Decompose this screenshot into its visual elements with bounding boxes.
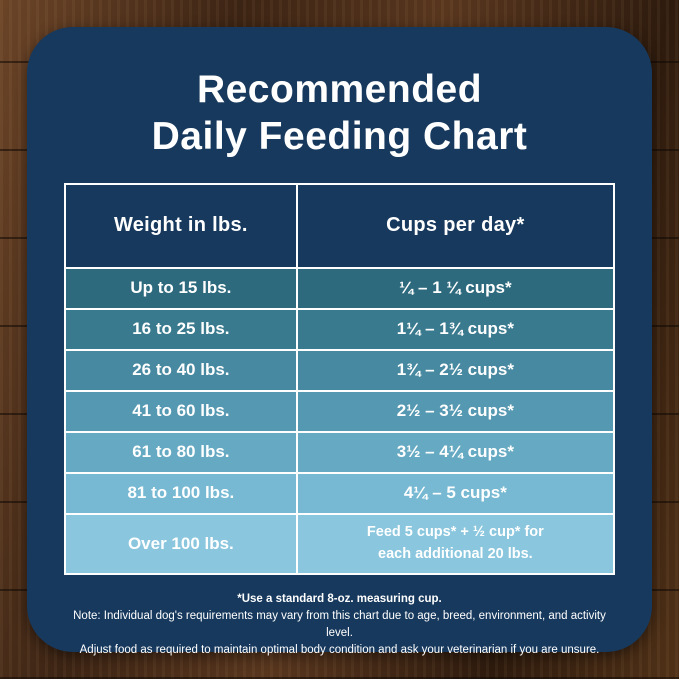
weight-cell: 41 to 60 lbs. — [132, 401, 230, 421]
footnotes: *Use a standard 8-oz. measuring cup. Not… — [64, 591, 615, 660]
table-row: 41 to 60 lbs. 2½ – 3½ cups* — [66, 389, 613, 431]
title-line-2: Daily Feeding Chart — [151, 114, 528, 158]
table-row: 16 to 25 lbs. 1¼ – 1¾ cups* — [66, 307, 613, 349]
cups-cell: Feed 5 cups* + ½ cup* for each additiona… — [295, 514, 613, 573]
table-row: 81 to 100 lbs. 4¼ – 5 cups* — [66, 471, 613, 513]
weight-cell: 61 to 80 lbs. — [132, 442, 230, 462]
cups-cell: ¼ – 1 ¼ cups* — [295, 268, 613, 308]
title-line-1: Recommended — [196, 68, 483, 111]
footnote-measuring-cup: *Use a standard 8-oz. measuring cup. — [237, 592, 442, 605]
cups-cell: 3½ – 4¼ cups* — [295, 432, 613, 472]
weight-cell: Over 100 lbs. — [127, 533, 234, 553]
table-row: 61 to 80 lbs. 3½ – 4¼ cups* — [66, 430, 613, 472]
weight-cell: 81 to 100 lbs. — [127, 483, 235, 503]
feeding-chart-card: Recommended Daily Feeding Chart Weight i… — [27, 27, 652, 656]
feeding-table: Weight in lbs. Cups per day* Up to 15 lb… — [64, 182, 615, 575]
page-title: Recommended Daily Feeding Chart — [64, 67, 615, 161]
weight-cell: 26 to 40 lbs. — [132, 360, 230, 380]
table-row: Up to 15 lbs. ¼ – 1 ¼ cups* — [66, 266, 613, 308]
header-weight: Weight in lbs. — [113, 214, 248, 237]
weight-cell: 16 to 25 lbs. — [132, 319, 230, 339]
weight-cell: Up to 15 lbs. — [130, 278, 232, 298]
table-header-row: Weight in lbs. Cups per day* — [66, 184, 613, 267]
cups-cell: 2½ – 3½ cups* — [295, 391, 613, 431]
cups-cell: 1¾ – 2½ cups* — [295, 350, 613, 390]
footnote-adjust: Adjust food as required to maintain opti… — [79, 644, 600, 657]
table-row: Over 100 lbs. Feed 5 cups* + ½ cup* for … — [66, 512, 613, 573]
header-cups: Cups per day* — [295, 184, 613, 267]
cups-cell-line-2: each additional 20 lbs. — [378, 545, 533, 562]
cups-cell: 1¼ – 1¾ cups* — [295, 309, 613, 349]
cups-cell-line-1: Feed 5 cups* + ½ cup* for — [366, 523, 544, 540]
cups-cell: 4¼ – 5 cups* — [295, 473, 613, 513]
table-row: 26 to 40 lbs. 1¾ – 2½ cups* — [66, 348, 613, 390]
footnote-note: Note: Individual dog's requirements may … — [73, 609, 606, 640]
